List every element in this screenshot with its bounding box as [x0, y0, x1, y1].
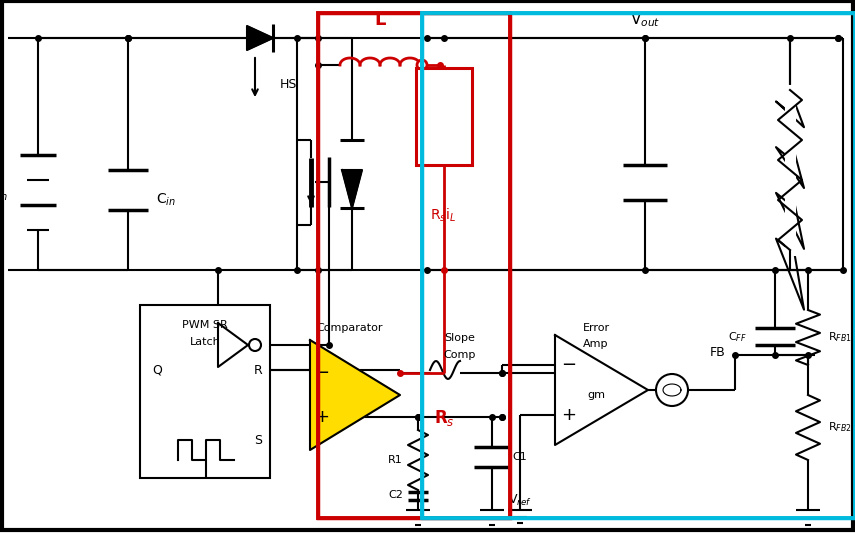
Text: C$_{in}$: C$_{in}$: [156, 192, 176, 208]
Polygon shape: [218, 323, 248, 367]
Text: R$_s$i$_L$: R$_s$i$_L$: [430, 206, 456, 224]
Text: −: −: [315, 364, 329, 382]
Text: C$_{FF}$: C$_{FF}$: [728, 330, 747, 344]
Text: Comparator: Comparator: [316, 323, 383, 333]
Text: Slope: Slope: [445, 333, 475, 343]
Polygon shape: [310, 340, 400, 450]
Bar: [318, 13, 510, 518]
Bar: [416, 68, 472, 165]
Circle shape: [417, 60, 427, 70]
Bar: [422, 13, 855, 518]
Text: R$_{FB2}$: R$_{FB2}$: [828, 420, 852, 434]
Text: +: +: [315, 408, 329, 426]
Text: C2: C2: [388, 490, 403, 500]
Circle shape: [656, 374, 688, 406]
Text: S: S: [254, 434, 262, 446]
Text: R$_{FB1}$: R$_{FB1}$: [828, 330, 852, 344]
Text: R: R: [253, 364, 262, 376]
Text: Error: Error: [582, 323, 610, 333]
Text: −: −: [562, 356, 576, 374]
Text: C1: C1: [512, 452, 527, 462]
Circle shape: [249, 339, 261, 351]
Text: L: L: [374, 11, 386, 29]
Text: FB: FB: [710, 345, 726, 358]
Text: Q: Q: [152, 364, 162, 376]
Bar: [422, 13, 855, 518]
Text: Amp: Amp: [583, 339, 609, 349]
Bar: [318, 13, 510, 518]
Text: HS: HS: [280, 78, 298, 91]
Text: V$_{ref}$: V$_{ref}$: [508, 492, 532, 507]
Text: +: +: [562, 406, 576, 424]
Polygon shape: [342, 170, 362, 208]
Text: Comp: Comp: [444, 350, 476, 360]
Text: Latch: Latch: [190, 337, 221, 347]
Polygon shape: [247, 26, 273, 50]
Text: PWM SR: PWM SR: [182, 320, 228, 330]
Bar: [140, 305, 270, 478]
Polygon shape: [555, 335, 648, 445]
Text: R1: R1: [388, 455, 403, 465]
Text: V$_{out}$: V$_{out}$: [630, 11, 660, 29]
Text: R$_s$: R$_s$: [433, 407, 454, 428]
Text: V$_{in}$: V$_{in}$: [0, 187, 8, 203]
Text: gm: gm: [587, 390, 605, 400]
